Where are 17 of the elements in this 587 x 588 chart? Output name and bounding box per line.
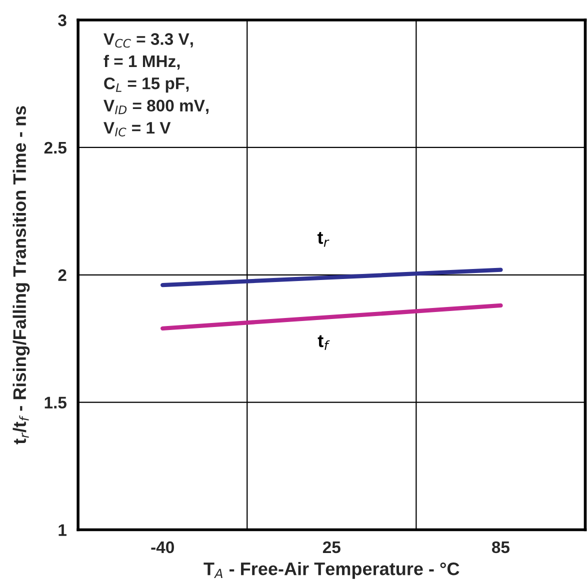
y-tick-label: 2 [58, 269, 66, 281]
y-tick-label: 1 [58, 524, 66, 536]
y-axis-title: t$_{r}$/t$_{f}$ - Rising/Falling Transition Time - ns [12, 106, 30, 444]
y-tick-label: 2.5 [44, 142, 66, 154]
series-label: t$_{r}$ [317, 232, 330, 247]
annotation: f = 1 MHz, [104, 54, 180, 70]
y-tick-label: 1.5 [44, 396, 66, 409]
x-axis-title: T$_{A}$ - Free-Air Temperature - °C [204, 562, 460, 579]
series-label: t$_{f}$ [318, 335, 330, 350]
annotation: V$_{CC}$ = 3.3 V, [104, 33, 193, 48]
annotation: V$_{ID}$ = 800 mV, [104, 100, 208, 114]
x-tick-label: -40 [151, 541, 174, 554]
annotation: C$_{L}$ = 15 pF, [104, 78, 189, 93]
y-tick-label: 3 [58, 14, 66, 26]
x-tick-label: 85 [492, 541, 510, 554]
x-tick-label: 25 [322, 541, 340, 554]
annotation: V$_{IC}$ = 1 V [104, 122, 171, 136]
